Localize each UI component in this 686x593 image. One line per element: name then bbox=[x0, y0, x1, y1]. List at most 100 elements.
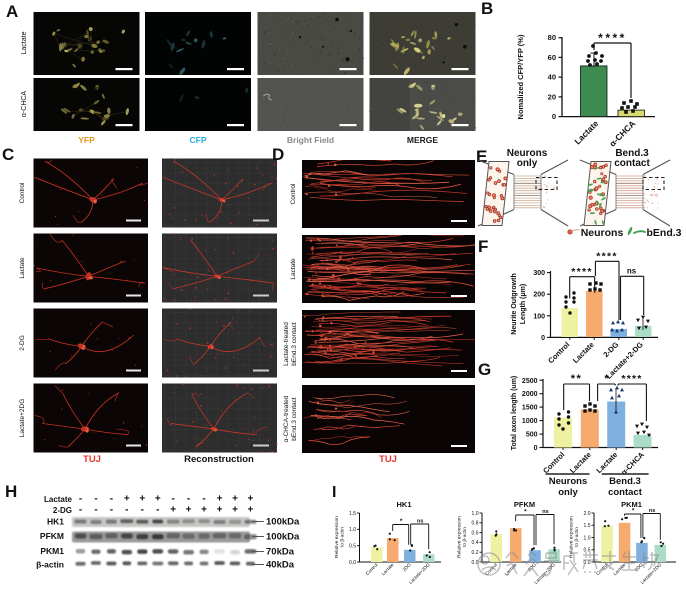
svg-text:YFP: YFP bbox=[78, 135, 95, 145]
svg-text:D: D bbox=[272, 145, 284, 164]
svg-text:100kDa: 100kDa bbox=[266, 517, 300, 528]
svg-text:2-DG: 2-DG bbox=[19, 335, 26, 351]
svg-text:to β-actin: to β-actin bbox=[574, 527, 580, 547]
svg-text:+: + bbox=[232, 494, 238, 505]
svg-text:****: **** bbox=[598, 31, 627, 45]
svg-text:ns: ns bbox=[627, 267, 637, 276]
svg-text:*: * bbox=[604, 373, 609, 385]
svg-text:Neurons: Neurons bbox=[549, 476, 588, 487]
svg-text:Reconstruction: Reconstruction bbox=[184, 454, 254, 465]
svg-text:-: - bbox=[110, 494, 113, 505]
svg-text:bEnd.3 contact: bEnd.3 contact bbox=[291, 397, 298, 441]
svg-text:H: H bbox=[5, 482, 17, 501]
svg-text:Relative expression: Relative expression bbox=[334, 516, 340, 558]
svg-text:0: 0 bbox=[541, 335, 545, 342]
svg-text:0: 0 bbox=[534, 445, 538, 452]
svg-text:ns: ns bbox=[542, 509, 548, 515]
svg-text:Neurite Outgrowth: Neurite Outgrowth bbox=[511, 273, 518, 334]
svg-text:bEnd.3: bEnd.3 bbox=[646, 227, 681, 239]
svg-text:+: + bbox=[217, 505, 223, 516]
svg-text:Lactate: Lactate bbox=[290, 258, 297, 280]
svg-text:+: + bbox=[124, 494, 130, 505]
svg-text:2500: 2500 bbox=[522, 378, 538, 385]
svg-text:Relative expression: Relative expression bbox=[457, 516, 463, 558]
svg-text:F: F bbox=[478, 237, 488, 256]
svg-text:20: 20 bbox=[548, 92, 556, 101]
svg-text:0.4: 0.4 bbox=[472, 540, 479, 546]
svg-text:Lactate-treated: Lactate-treated bbox=[283, 322, 290, 366]
svg-text:1.0: 1.0 bbox=[472, 511, 479, 517]
svg-text:60: 60 bbox=[548, 53, 556, 62]
svg-text:-: - bbox=[79, 494, 82, 505]
svg-text:0.8: 0.8 bbox=[472, 521, 479, 527]
svg-text:1.0: 1.0 bbox=[349, 527, 356, 533]
svg-text:100: 100 bbox=[533, 313, 545, 320]
svg-text:Control: Control bbox=[290, 183, 297, 205]
svg-text:G: G bbox=[478, 360, 491, 379]
svg-text:TUJ: TUJ bbox=[379, 454, 397, 465]
svg-text:+: + bbox=[247, 494, 253, 505]
svg-text:-: - bbox=[202, 494, 205, 505]
svg-text:PKM1: PKM1 bbox=[40, 546, 64, 556]
svg-text:contact: contact bbox=[608, 487, 643, 498]
svg-text:Bend.3: Bend.3 bbox=[609, 476, 641, 487]
svg-text:only: only bbox=[558, 487, 578, 498]
svg-text:Lactate: Lactate bbox=[19, 257, 26, 279]
svg-text:-: - bbox=[125, 505, 128, 516]
svg-text:Control: Control bbox=[19, 182, 26, 204]
svg-text:Length (μm): Length (μm) bbox=[520, 284, 527, 324]
svg-text:-: - bbox=[187, 494, 190, 505]
svg-text:Nomalized CFP/YFP (%): Nomalized CFP/YFP (%) bbox=[516, 34, 525, 119]
svg-text:Lactate: Lactate bbox=[21, 31, 28, 54]
svg-text:Neurons: Neurons bbox=[581, 227, 624, 239]
svg-text:bEnd.3 contact: bEnd.3 contact bbox=[291, 322, 298, 366]
svg-text:1.5: 1.5 bbox=[584, 523, 591, 529]
svg-text:80: 80 bbox=[548, 33, 556, 42]
svg-text:2000: 2000 bbox=[522, 391, 538, 398]
svg-text:β-actin: β-actin bbox=[36, 560, 64, 570]
svg-text:-: - bbox=[79, 505, 82, 516]
svg-text:only: only bbox=[517, 158, 538, 169]
svg-text:0: 0 bbox=[552, 112, 556, 121]
svg-text:0.6: 0.6 bbox=[472, 530, 479, 536]
svg-text:200: 200 bbox=[533, 292, 545, 299]
svg-text:2-DG: 2-DG bbox=[53, 506, 72, 515]
svg-text:PFKM: PFKM bbox=[40, 531, 64, 541]
svg-text:α-CHCA-treated: α-CHCA-treated bbox=[283, 395, 290, 442]
svg-text:Relative expression: Relative expression bbox=[569, 516, 575, 558]
svg-text:300: 300 bbox=[533, 270, 545, 277]
svg-text:Lactate+2DG: Lactate+2DG bbox=[19, 399, 26, 437]
svg-text:-: - bbox=[110, 505, 113, 516]
svg-text:to β-actin: to β-actin bbox=[340, 527, 346, 547]
svg-text:ns: ns bbox=[649, 508, 655, 514]
svg-text:α-CHCA: α-CHCA bbox=[21, 91, 28, 118]
svg-text:****: **** bbox=[571, 266, 593, 278]
svg-text:+: + bbox=[201, 505, 207, 516]
svg-text:100kDa: 100kDa bbox=[266, 532, 300, 543]
svg-text:Bright Field: Bright Field bbox=[287, 135, 334, 145]
svg-text:+: + bbox=[217, 494, 223, 505]
svg-text:0.2: 0.2 bbox=[472, 550, 479, 556]
svg-text:-: - bbox=[94, 494, 97, 505]
svg-text:500: 500 bbox=[526, 432, 538, 439]
svg-text:1000: 1000 bbox=[522, 418, 538, 425]
svg-text:I: I bbox=[332, 484, 336, 501]
svg-text:B: B bbox=[481, 0, 493, 18]
svg-text:Total axon length (um): Total axon length (um) bbox=[511, 376, 518, 451]
svg-text:1.5: 1.5 bbox=[349, 511, 356, 517]
svg-text:**: ** bbox=[571, 373, 583, 385]
svg-text:MERGE: MERGE bbox=[407, 135, 439, 145]
svg-text:70kDa: 70kDa bbox=[266, 547, 295, 558]
svg-text:-: - bbox=[156, 505, 159, 516]
svg-text:0.5: 0.5 bbox=[349, 544, 356, 550]
svg-text:+: + bbox=[139, 494, 145, 505]
svg-text:-: - bbox=[94, 505, 97, 516]
svg-text:Lactate: Lactate bbox=[44, 495, 73, 504]
svg-text:+: + bbox=[170, 505, 176, 516]
svg-text:HK1: HK1 bbox=[396, 500, 411, 509]
svg-text:HK1: HK1 bbox=[47, 517, 64, 527]
svg-text:to β-actin: to β-actin bbox=[462, 527, 468, 547]
svg-text:-: - bbox=[172, 494, 175, 505]
svg-text:+: + bbox=[155, 494, 161, 505]
svg-text:+: + bbox=[186, 505, 192, 516]
